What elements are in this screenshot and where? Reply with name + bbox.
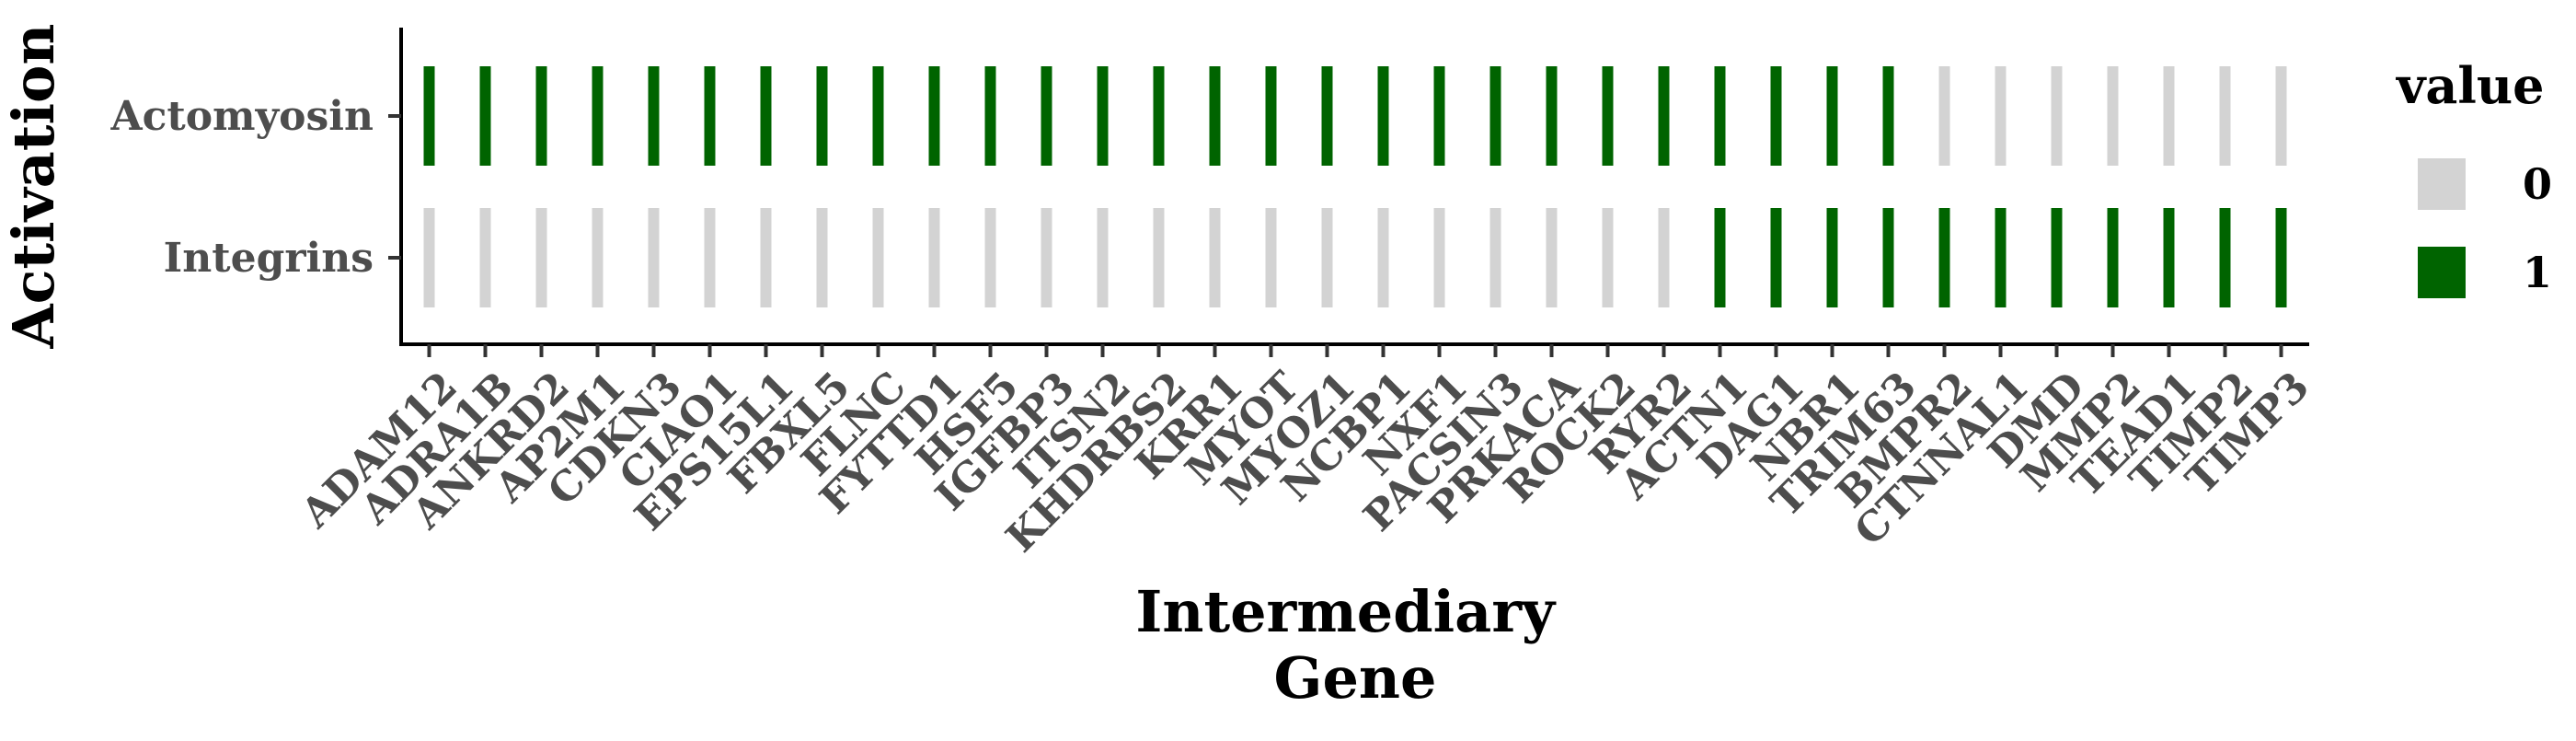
- cell-integrins-trim63: [1882, 208, 1894, 307]
- cell-actomyosin-cdkn3: [648, 66, 660, 166]
- cell-integrins-mmp2: [2107, 208, 2119, 307]
- cell-integrins-fyttd1: [928, 208, 940, 307]
- cell-actomyosin-khdrbs2: [1153, 66, 1165, 166]
- cell-actomyosin-ciao1: [704, 66, 716, 166]
- cell-actomyosin-dag1: [1770, 66, 1782, 166]
- cell-integrins-igfbp3: [1041, 208, 1052, 307]
- cell-integrins-ciao1: [704, 208, 716, 307]
- legend-label-0: 0: [2523, 159, 2552, 209]
- cell-integrins-ryr2: [1658, 208, 1670, 307]
- cell-actomyosin-igfbp3: [1041, 66, 1052, 166]
- cell-actomyosin-nxf1: [1433, 66, 1445, 166]
- y-ticks-layer: Actomyosin Integrins: [109, 93, 401, 282]
- cell-actomyosin-bmpr2: [1938, 66, 1950, 166]
- cell-integrins-ap2m1: [592, 208, 604, 307]
- cell-integrins-dmd: [2051, 208, 2063, 307]
- cell-actomyosin-myoz1: [1321, 66, 1333, 166]
- cell-integrins-tead1: [2163, 208, 2175, 307]
- cell-integrins-timp2: [2219, 208, 2231, 307]
- cells-layer: [423, 66, 2287, 307]
- cell-actomyosin-pacsin3: [1489, 66, 1501, 166]
- cell-actomyosin-myot: [1265, 66, 1277, 166]
- y-axis-title: Activation: [0, 24, 67, 350]
- cell-actomyosin-prkaca: [1546, 66, 1558, 166]
- legend-title: value: [2396, 56, 2545, 115]
- cell-integrins-prkaca: [1546, 208, 1558, 307]
- cell-integrins-myoz1: [1321, 208, 1333, 307]
- cell-actomyosin-ap2m1: [592, 66, 604, 166]
- y-tick-label-actomyosin: Actomyosin: [109, 93, 374, 140]
- x-axis-title-line-2: Gene: [1274, 644, 1437, 712]
- cell-integrins-actn1: [1714, 208, 1726, 307]
- cell-actomyosin-ankrd2: [535, 66, 547, 166]
- cell-actomyosin-ryr2: [1658, 66, 1670, 166]
- cell-actomyosin-dmd: [2051, 66, 2063, 166]
- cell-actomyosin-adam12: [423, 66, 435, 166]
- cell-actomyosin-ncbp1: [1377, 66, 1389, 166]
- legend: value 0 1: [2396, 56, 2552, 298]
- cell-integrins-bmpr2: [1938, 208, 1950, 307]
- cell-actomyosin-tead1: [2163, 66, 2175, 166]
- cell-actomyosin-timp2: [2219, 66, 2231, 166]
- cell-actomyosin-timp3: [2275, 66, 2287, 166]
- cell-integrins-itsn2: [1097, 208, 1109, 307]
- cell-integrins-flnc: [872, 208, 884, 307]
- cell-integrins-krr1: [1209, 208, 1221, 307]
- cell-actomyosin-eps15l1: [760, 66, 772, 166]
- cell-actomyosin-nbr1: [1826, 66, 1838, 166]
- cell-integrins-ctnnal1: [1995, 208, 2007, 307]
- cell-actomyosin-actn1: [1714, 66, 1726, 166]
- cell-integrins-adam12: [423, 208, 435, 307]
- cell-actomyosin-fbxl5: [816, 66, 828, 166]
- cell-integrins-adra1b: [479, 208, 491, 307]
- cell-actomyosin-trim63: [1882, 66, 1894, 166]
- cell-integrins-myot: [1265, 208, 1277, 307]
- cell-integrins-ankrd2: [535, 208, 547, 307]
- legend-label-1: 1: [2523, 248, 2552, 297]
- cell-integrins-fbxl5: [816, 208, 828, 307]
- cell-integrins-timp3: [2275, 208, 2287, 307]
- cell-integrins-nxf1: [1433, 208, 1445, 307]
- x-axis-title: Intermediary Gene: [1135, 578, 1574, 712]
- cell-actomyosin-flnc: [872, 66, 884, 166]
- x-ticks-layer: ADAM12ADRA1BANKRD2AP2M1CDKN3CIAO1EPS15L1…: [292, 344, 2318, 562]
- cell-integrins-rock2: [1602, 208, 1614, 307]
- x-axis-title-line-1: Intermediary: [1135, 578, 1557, 645]
- cell-actomyosin-rock2: [1602, 66, 1614, 166]
- cell-integrins-khdrbs2: [1153, 208, 1165, 307]
- legend-key-0: [2418, 158, 2466, 210]
- cell-actomyosin-itsn2: [1097, 66, 1109, 166]
- cell-integrins-ncbp1: [1377, 208, 1389, 307]
- cell-actomyosin-ctnnal1: [1995, 66, 2007, 166]
- cell-actomyosin-hsf5: [984, 66, 996, 166]
- cell-actomyosin-krr1: [1209, 66, 1221, 166]
- cell-actomyosin-fyttd1: [928, 66, 940, 166]
- cell-integrins-nbr1: [1826, 208, 1838, 307]
- cell-integrins-cdkn3: [648, 208, 660, 307]
- cell-integrins-eps15l1: [760, 208, 772, 307]
- axes-layer: [399, 28, 2309, 346]
- cell-integrins-dag1: [1770, 208, 1782, 307]
- legend-key-1: [2418, 247, 2466, 298]
- y-tick-label-integrins: Integrins: [164, 235, 374, 282]
- cell-actomyosin-mmp2: [2107, 66, 2119, 166]
- cell-actomyosin-adra1b: [479, 66, 491, 166]
- cell-integrins-pacsin3: [1489, 208, 1501, 307]
- cell-integrins-hsf5: [984, 208, 996, 307]
